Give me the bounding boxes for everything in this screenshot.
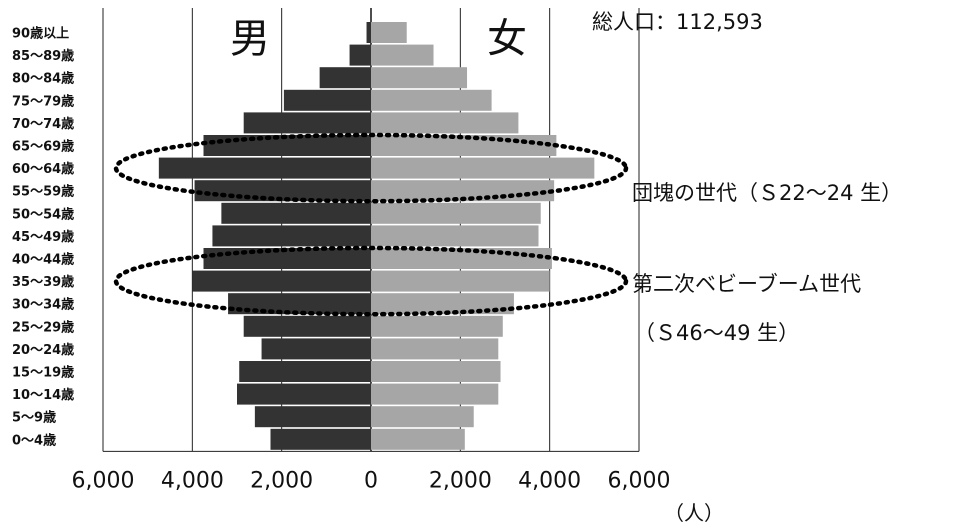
age-group-label: 25～29歳 — [12, 319, 74, 335]
bar-male — [243, 112, 371, 134]
bar-female — [371, 202, 541, 224]
x-tick-label: 2,000 — [429, 468, 492, 493]
annotation-dankai: 団塊の世代（Ｓ22～24 生） — [632, 181, 903, 205]
bar-female — [371, 67, 468, 89]
age-group-label: 15～19歳 — [12, 365, 74, 381]
bars — [158, 22, 595, 450]
bar-male — [194, 180, 371, 202]
x-tick-label: 0 — [364, 468, 378, 493]
annotation-ellipse — [113, 132, 629, 204]
annotation-ellipses — [113, 132, 629, 317]
bar-female — [371, 44, 434, 66]
bar-male — [237, 383, 371, 405]
age-group-label: 20～24歳 — [12, 342, 74, 358]
male-series-label: 男 — [230, 16, 270, 62]
bar-female — [371, 22, 407, 43]
age-group-label: 50～54歳 — [12, 206, 74, 222]
bar-male — [283, 89, 371, 111]
age-group-label: 65～69歳 — [12, 139, 74, 155]
bar-female — [371, 315, 503, 337]
bar-female — [371, 383, 499, 405]
bar-female — [371, 270, 550, 292]
age-group-label: 40～44歳 — [12, 252, 74, 268]
bar-male — [366, 22, 371, 43]
bar-male — [254, 406, 371, 428]
bar-female — [371, 361, 501, 382]
x-tick-label: 6,000 — [608, 468, 671, 493]
age-group-labels: 90歳以上 85～89歳 80～84歳 75～79歳 70～74歳 65～69歳 60～64… — [12, 26, 74, 449]
bar-female — [371, 406, 474, 428]
bar-female — [371, 112, 519, 134]
annotation-ellipse — [113, 245, 629, 317]
age-group-label: 90歳以上 — [12, 26, 69, 42]
age-group-label: 5～9歳 — [12, 410, 56, 426]
bar-male — [319, 67, 371, 89]
age-group-label: 35～39歳 — [12, 274, 74, 290]
age-group-label: 30～34歳 — [12, 297, 74, 313]
age-group-label: 60～64歳 — [12, 161, 74, 177]
bar-male — [203, 248, 371, 269]
age-group-label: 80～84歳 — [12, 71, 74, 87]
bar-male — [261, 338, 371, 360]
bar-male — [349, 44, 371, 66]
x-tick-label: 4,000 — [518, 468, 581, 493]
x-tick-labels: 6,000 4,000 2,000 0 2,000 4,000 6,000 — [72, 468, 671, 493]
annotation-second-babyboom-years: （Ｓ46～49 生） — [634, 321, 800, 345]
bar-female — [371, 157, 595, 179]
bar-male — [158, 157, 371, 179]
age-group-label: 55～59歳 — [12, 184, 74, 200]
x-tick-label: 4,000 — [161, 468, 224, 493]
female-series-label: 女 — [487, 16, 527, 62]
unit-label: （人） — [664, 501, 724, 525]
age-group-label: 0～4歳 — [12, 432, 56, 448]
bar-male — [270, 428, 371, 450]
bar-female — [371, 225, 539, 247]
age-group-label: 85～89歳 — [12, 48, 74, 64]
bar-male — [192, 270, 371, 292]
annotation-second-babyboom: 第二次ベビーブーム世代 — [632, 272, 862, 296]
bar-male — [203, 135, 371, 156]
bar-female — [371, 428, 465, 450]
bar-male — [243, 315, 371, 337]
x-tick-label: 2,000 — [250, 468, 313, 493]
bar-female — [371, 293, 514, 315]
bar-male — [239, 361, 371, 382]
age-group-label: 10～14歳 — [12, 387, 74, 403]
total-population-label: 総人口：112,593 — [592, 10, 763, 34]
bar-male — [212, 225, 371, 247]
bar-female — [371, 338, 499, 360]
age-group-label: 45～49歳 — [12, 229, 74, 245]
bar-female — [371, 89, 492, 111]
x-tick-label: 6,000 — [72, 468, 135, 493]
bar-female — [371, 135, 557, 156]
age-group-label: 75～79歳 — [12, 93, 74, 109]
bar-male — [221, 202, 371, 224]
age-group-label: 70～74歳 — [12, 116, 74, 132]
